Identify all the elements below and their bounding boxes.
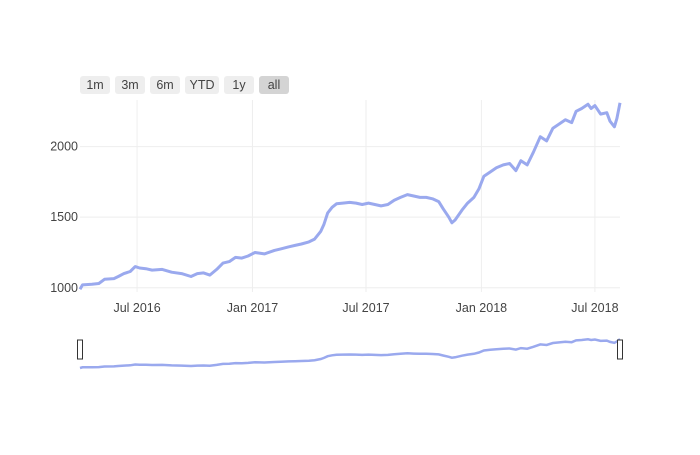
x-tick-label: Jan 2017 — [227, 301, 278, 315]
x-tick-label: Jul 2018 — [571, 301, 618, 315]
range-button-6m[interactable]: 6m — [150, 76, 180, 94]
axes: 1000 1500 2000 Jul 2016 Jan 2017 Jul 2017 Jan … — [50, 140, 618, 315]
y-tick-label: 1000 — [50, 281, 78, 295]
x-tick-label: Jul 2017 — [342, 301, 389, 315]
range-button-ytd[interactable]: YTD — [185, 76, 219, 94]
range-button-all[interactable]: all — [259, 76, 289, 94]
x-tick-label: Jan 2018 — [456, 301, 507, 315]
y-tick-label: 2000 — [50, 140, 78, 154]
x-tick-label: Jul 2016 — [113, 301, 160, 315]
navigator-line — [79, 338, 621, 370]
range-navigator[interactable] — [77, 338, 623, 370]
plot-area — [78, 102, 622, 290]
range-button-1m[interactable]: 1m — [80, 76, 110, 94]
navigator-handle-left[interactable] — [77, 339, 83, 360]
range-button-3m[interactable]: 3m — [115, 76, 145, 94]
navigator-handle-right[interactable] — [617, 339, 623, 360]
y-tick-label: 1500 — [50, 210, 78, 224]
range-button-1y[interactable]: 1y — [224, 76, 254, 94]
grid-lines — [80, 100, 620, 292]
series-line — [78, 102, 622, 290]
